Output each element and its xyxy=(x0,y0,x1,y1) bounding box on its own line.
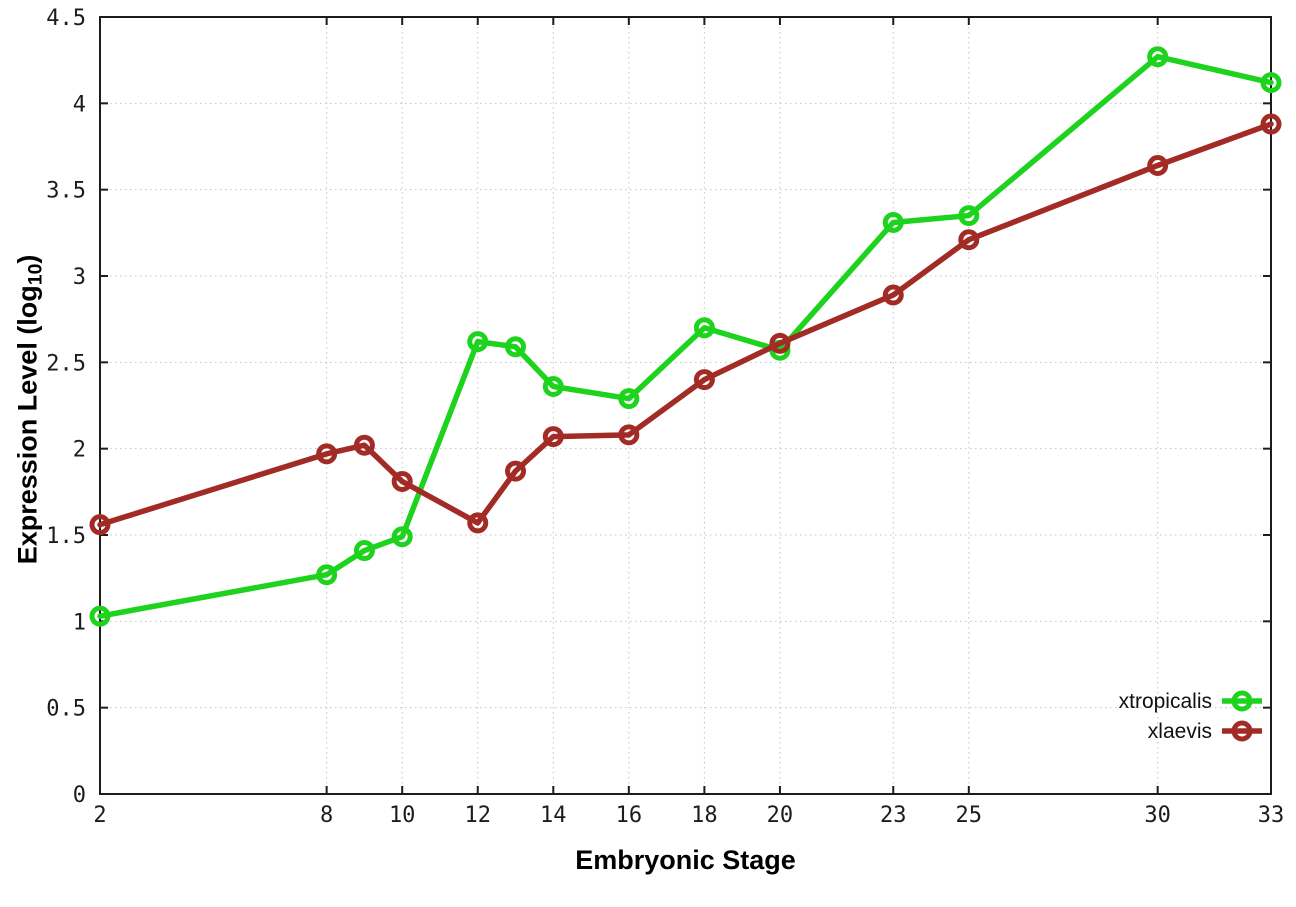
y-tick-label: 1 xyxy=(73,610,86,635)
y-tick-label: 2.5 xyxy=(46,351,86,376)
x-tick-label: 20 xyxy=(767,803,794,828)
data-point-xtropicalis xyxy=(316,564,338,586)
x-axis-title: Embryonic Stage xyxy=(575,845,796,875)
y-tick-label: 4 xyxy=(73,92,86,117)
data-point-xlaevis xyxy=(391,470,413,492)
data-point-xlaevis xyxy=(882,284,904,306)
y-axis-title-text: Expression Level (log xyxy=(12,285,43,565)
x-tick-label: 14 xyxy=(540,803,567,828)
data-point-xlaevis xyxy=(316,443,338,465)
y-tick-label: 3 xyxy=(73,265,86,290)
data-point-xlaevis xyxy=(958,229,980,251)
data-point-xlaevis xyxy=(505,460,527,482)
y-tick-label: 4.5 xyxy=(46,6,86,31)
data-point-xtropicalis xyxy=(958,205,980,227)
x-tick-label: 18 xyxy=(691,803,718,828)
data-point-xlaevis xyxy=(542,426,564,448)
data-point-xtropicalis xyxy=(542,376,564,398)
y-tick-label: 3.5 xyxy=(46,179,86,204)
y-axis-title: Expression Level (log10) xyxy=(13,209,48,609)
plot-border xyxy=(99,16,1272,795)
data-point-xlaevis xyxy=(353,434,375,456)
series-line-xlaevis xyxy=(97,121,1274,528)
x-tick-label: 25 xyxy=(956,803,983,828)
data-point-xtropicalis xyxy=(391,526,413,548)
legend-label-xtropicalis: xtropicalis xyxy=(1119,690,1212,713)
legend-marker-xtropicalis xyxy=(1231,690,1253,712)
data-point-xlaevis xyxy=(693,369,715,391)
data-point-xlaevis xyxy=(89,514,111,536)
data-point-xtropicalis xyxy=(618,388,640,410)
x-tick-label: 2 xyxy=(93,803,106,828)
x-tick-label: 10 xyxy=(389,803,416,828)
x-tick-label: 23 xyxy=(880,803,907,828)
x-tick-label: 30 xyxy=(1144,803,1171,828)
y-axis-title-suffix: ) xyxy=(12,254,43,264)
data-point-xtropicalis xyxy=(505,336,527,358)
y-axis-title-subscript: 10 xyxy=(24,263,47,286)
x-tick-label: 8 xyxy=(320,803,333,828)
data-point-xtropicalis xyxy=(1260,72,1282,94)
data-point-xtropicalis xyxy=(1147,46,1169,68)
series-line-xtropicalis xyxy=(97,53,1274,619)
legend-label-xlaevis: xlaevis xyxy=(1148,720,1212,743)
data-point-xtropicalis xyxy=(882,211,904,233)
legend-marker-xlaevis xyxy=(1231,720,1253,742)
data-point-xtropicalis xyxy=(353,540,375,562)
x-tick-label: 16 xyxy=(616,803,643,828)
data-point-xlaevis xyxy=(1147,154,1169,176)
data-point-xlaevis xyxy=(467,512,489,534)
data-point-xtropicalis xyxy=(693,317,715,339)
data-point-xtropicalis xyxy=(467,331,489,353)
y-tick-label: 1.5 xyxy=(46,524,86,549)
data-point-xlaevis xyxy=(1260,113,1282,135)
x-tick-label: 12 xyxy=(464,803,491,828)
y-tick-label: 0.5 xyxy=(46,697,86,722)
y-tick-label: 0 xyxy=(73,783,86,808)
y-tick-label: 2 xyxy=(73,438,86,463)
data-point-xlaevis xyxy=(769,332,791,354)
x-tick-label: 33 xyxy=(1258,803,1285,828)
data-point-xtropicalis xyxy=(89,605,111,627)
data-point-xlaevis xyxy=(618,424,640,446)
